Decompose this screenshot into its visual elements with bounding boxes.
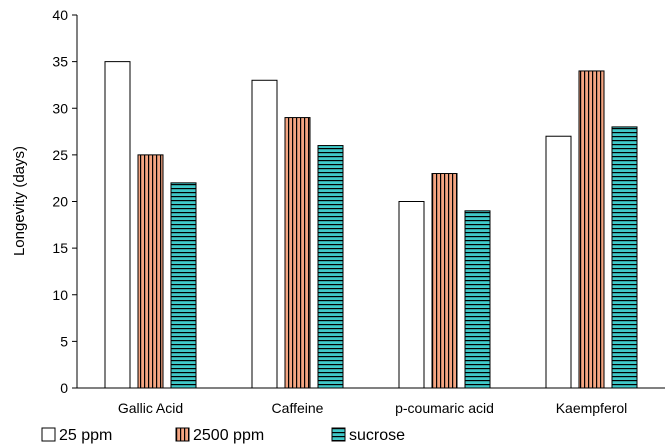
legend-label: sucrose xyxy=(349,427,405,444)
legend-label: 2500 ppm xyxy=(193,427,264,444)
y-tick-label: 35 xyxy=(52,54,68,70)
legend-label: 25 ppm xyxy=(59,427,112,444)
x-category-label: p-coumaric acid xyxy=(395,400,494,416)
y-tick-label: 20 xyxy=(52,194,68,210)
y-axis: 0 5 10 15 20 25 30 35 40 xyxy=(52,7,78,396)
x-axis: Gallic Acid Caffeine p-coumaric acid Kaempf… xyxy=(77,387,665,416)
bar-2500-ppm-p-coumaric-acid xyxy=(431,173,458,389)
bar-sucrose-kaempferol xyxy=(611,126,638,389)
y-tick-label: 30 xyxy=(52,100,68,116)
y-tick-label: 40 xyxy=(52,7,68,23)
legend-swatch xyxy=(41,427,56,442)
bar-25-ppm-p-coumaric-acid xyxy=(398,201,425,389)
bar-sucrose-p-coumaric-acid xyxy=(464,210,491,389)
y-tick-label: 25 xyxy=(52,147,68,163)
legend-swatch xyxy=(175,427,190,442)
legend: 25 ppm 2500 ppm sucrose xyxy=(41,427,405,444)
bar-25-ppm-caffeine xyxy=(251,79,278,389)
legend-swatch xyxy=(331,427,346,442)
y-axis-title: Longevity (days) xyxy=(11,146,28,256)
y-tick-label: 5 xyxy=(60,333,68,349)
bar-2500-ppm-caffeine xyxy=(284,117,311,389)
y-tick-label: 0 xyxy=(60,380,68,396)
y-tick-label: 15 xyxy=(52,240,68,256)
bar-25-ppm-gallic-acid xyxy=(104,61,131,389)
bar-2500-ppm-gallic-acid xyxy=(137,154,164,389)
y-tick-label: 10 xyxy=(52,287,68,303)
bar-sucrose-gallic-acid xyxy=(170,182,197,389)
x-category-label: Kaempferol xyxy=(556,400,628,416)
bar-sucrose-caffeine xyxy=(317,145,344,389)
x-category-label: Gallic Acid xyxy=(118,400,183,416)
x-category-label: Caffeine xyxy=(272,400,324,416)
bars xyxy=(104,61,638,389)
bar-2500-ppm-kaempferol xyxy=(578,70,605,389)
bar-25-ppm-kaempferol xyxy=(545,135,572,389)
